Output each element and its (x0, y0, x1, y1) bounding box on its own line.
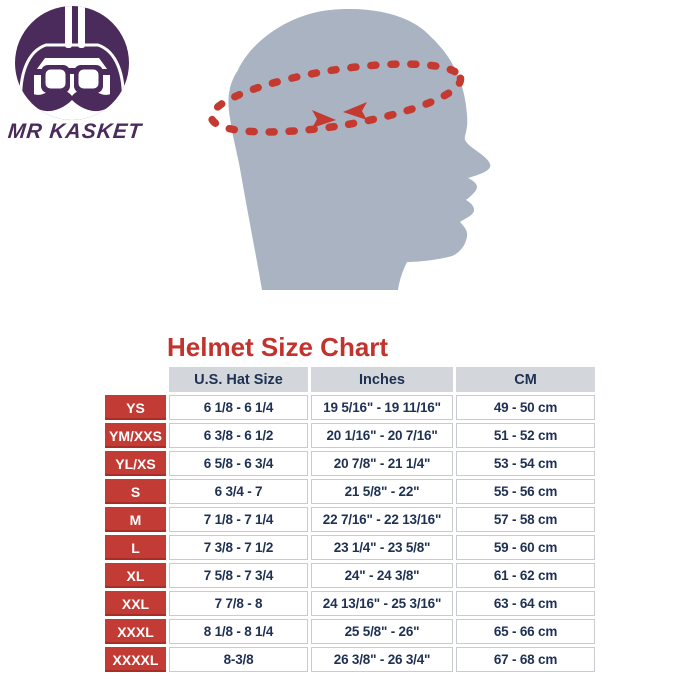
size-label: YS (105, 395, 166, 420)
table-cell: 59 - 60 cm (456, 535, 595, 560)
table-cell: 7 1/8 - 7 1/4 (169, 507, 308, 532)
table-cell: 55 - 56 cm (456, 479, 595, 504)
table-cell: 19 5/16" - 19 11/16" (311, 395, 453, 420)
column-header: CM (456, 367, 595, 392)
table-cell: 23 1/4" - 23 5/8" (311, 535, 453, 560)
table-cell: 22 7/16" - 22 13/16" (311, 507, 453, 532)
size-table: U.S. Hat Size Inches CM YS 6 1/8 - 6 1/4 19 5… (105, 367, 595, 672)
table-cell: 21 5/8" - 22" (311, 479, 453, 504)
table-cell: 8 1/8 - 8 1/4 (169, 619, 308, 644)
table-cell: 8-3/8 (169, 647, 308, 672)
table-cell: 6 1/8 - 6 1/4 (169, 395, 308, 420)
table-cell: 51 - 52 cm (456, 423, 595, 448)
table-cell: 6 3/8 - 6 1/2 (169, 423, 308, 448)
table-cell: 61 - 62 cm (456, 563, 595, 588)
measuring-tape-dotted-ellipse-with-arrows (207, 60, 465, 136)
table-cell: 7 3/8 - 7 1/2 (169, 535, 308, 560)
table-cell: 24" - 24 3/8" (311, 563, 453, 588)
page-title: Helmet Size Chart (167, 332, 389, 362)
size-label: XXXXL (105, 647, 166, 672)
size-label: XXXL (105, 619, 166, 644)
table-corner (105, 367, 166, 392)
column-header: U.S. Hat Size (169, 367, 308, 392)
table-cell: 63 - 64 cm (456, 591, 595, 616)
table-cell: 6 5/8 - 6 3/4 (169, 451, 308, 476)
head-profile-silhouette (228, 9, 491, 291)
table-cell: 20 1/16" - 20 7/16" (311, 423, 453, 448)
table-cell: 6 3/4 - 7 (169, 479, 308, 504)
table-cell: 7 5/8 - 7 3/4 (169, 563, 308, 588)
table-cell: 53 - 54 cm (456, 451, 595, 476)
table-cell: 7 7/8 - 8 (169, 591, 308, 616)
table-cell: 25 5/8" - 26" (311, 619, 453, 644)
size-label: YL/XS (105, 451, 166, 476)
size-label: S (105, 479, 166, 504)
helmet-glasses-mustache-icon (15, 6, 129, 120)
size-label: M (105, 507, 166, 532)
table-cell: 57 - 58 cm (456, 507, 595, 532)
table-cell: 67 - 68 cm (456, 647, 595, 672)
table-cell: 24 13/16" - 25 3/16" (311, 591, 453, 616)
brand-logo: MR KASKET (6, 2, 168, 144)
size-label: L (105, 535, 166, 560)
table-cell: 20 7/8" - 21 1/4" (311, 451, 453, 476)
head-measurement-illustration (207, 9, 491, 291)
column-header: Inches (311, 367, 453, 392)
table-cell: 49 - 50 cm (456, 395, 595, 420)
size-label: XXL (105, 591, 166, 616)
table-cell: 65 - 66 cm (456, 619, 595, 644)
size-label: YM/XXS (105, 423, 166, 448)
table-cell: 26 3/8" - 26 3/4" (311, 647, 453, 672)
size-label: XL (105, 563, 166, 588)
brand-name: MR KASKET (6, 120, 144, 143)
